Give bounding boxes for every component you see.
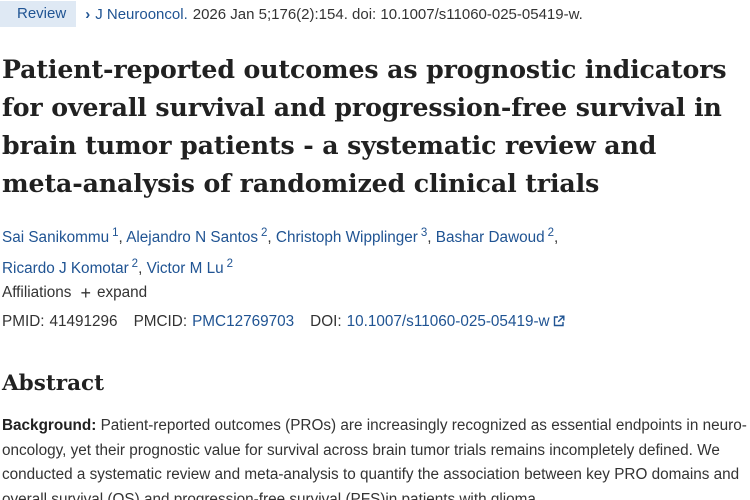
journal-citation: › J Neurooncol. 2026 Jan 5;176(2):154. d… bbox=[85, 6, 583, 23]
article-header-bar: Review › J Neurooncol. 2026 Jan 5;176(2)… bbox=[0, 0, 583, 28]
background-label: Background: bbox=[2, 417, 97, 434]
affiliation-number[interactable]: 2 bbox=[547, 227, 555, 239]
pmcid-label: PMCID: bbox=[133, 313, 188, 330]
doi-value: 10.1007/s11060-025-05419-w bbox=[346, 313, 550, 330]
author-link[interactable]: Sai Sanikommu bbox=[2, 229, 110, 247]
publication-type-badge: Review bbox=[0, 1, 77, 27]
external-link-icon bbox=[553, 315, 565, 327]
affiliation-number[interactable]: 2 bbox=[131, 258, 139, 271]
abstract-background: Background: Patient-reported outcomes (P… bbox=[2, 414, 750, 500]
citation-text: 2026 Jan 5;176(2):154. doi: 10.1007/s110… bbox=[192, 5, 583, 23]
affiliation-number[interactable]: 1 bbox=[112, 227, 119, 239]
affiliation-number[interactable]: 2 bbox=[226, 258, 234, 271]
author-link[interactable]: Christoph Wipplinger bbox=[275, 229, 418, 247]
author-link[interactable]: Alejandro N Santos bbox=[126, 229, 258, 247]
identifiers-row: PMID: 41491296 PMCID: PMC12769703 DOI: 1… bbox=[2, 313, 565, 331]
doi-link[interactable]: 10.1007/s11060-025-05419-w bbox=[347, 313, 565, 331]
pmid-value: 41491296 bbox=[49, 313, 118, 330]
pmcid-link[interactable]: PMC12769703 bbox=[192, 313, 295, 330]
affiliations-label: Affiliations bbox=[2, 284, 72, 301]
background-text: Patient-reported outcomes (PROs) are inc… bbox=[2, 417, 747, 500]
affiliations-row: Affiliations + expand bbox=[2, 284, 147, 302]
author-link[interactable]: Victor M Lu bbox=[146, 260, 224, 278]
author-link[interactable]: Ricardo J Komotar bbox=[2, 260, 129, 278]
plus-icon: + bbox=[80, 283, 91, 303]
author-link[interactable]: Bashar Dawoud bbox=[435, 229, 545, 247]
pmid-label: PMID: bbox=[2, 313, 45, 330]
expand-affiliations-button[interactable]: + expand bbox=[80, 284, 147, 302]
chevron-right-icon: › bbox=[85, 5, 91, 23]
affiliation-number[interactable]: 2 bbox=[261, 227, 268, 239]
doi-label: DOI: bbox=[310, 313, 342, 330]
author-list: Sai Sanikommu 1, Alejandro N Santos 2, Chr… bbox=[2, 227, 559, 278]
journal-link[interactable]: J Neurooncol. bbox=[95, 5, 188, 23]
abstract-heading: Abstract bbox=[2, 371, 105, 396]
affiliation-number[interactable]: 3 bbox=[420, 227, 428, 239]
expand-label: expand bbox=[96, 284, 148, 301]
article-title: Patient-reported outcomes as prognostic … bbox=[2, 54, 727, 198]
